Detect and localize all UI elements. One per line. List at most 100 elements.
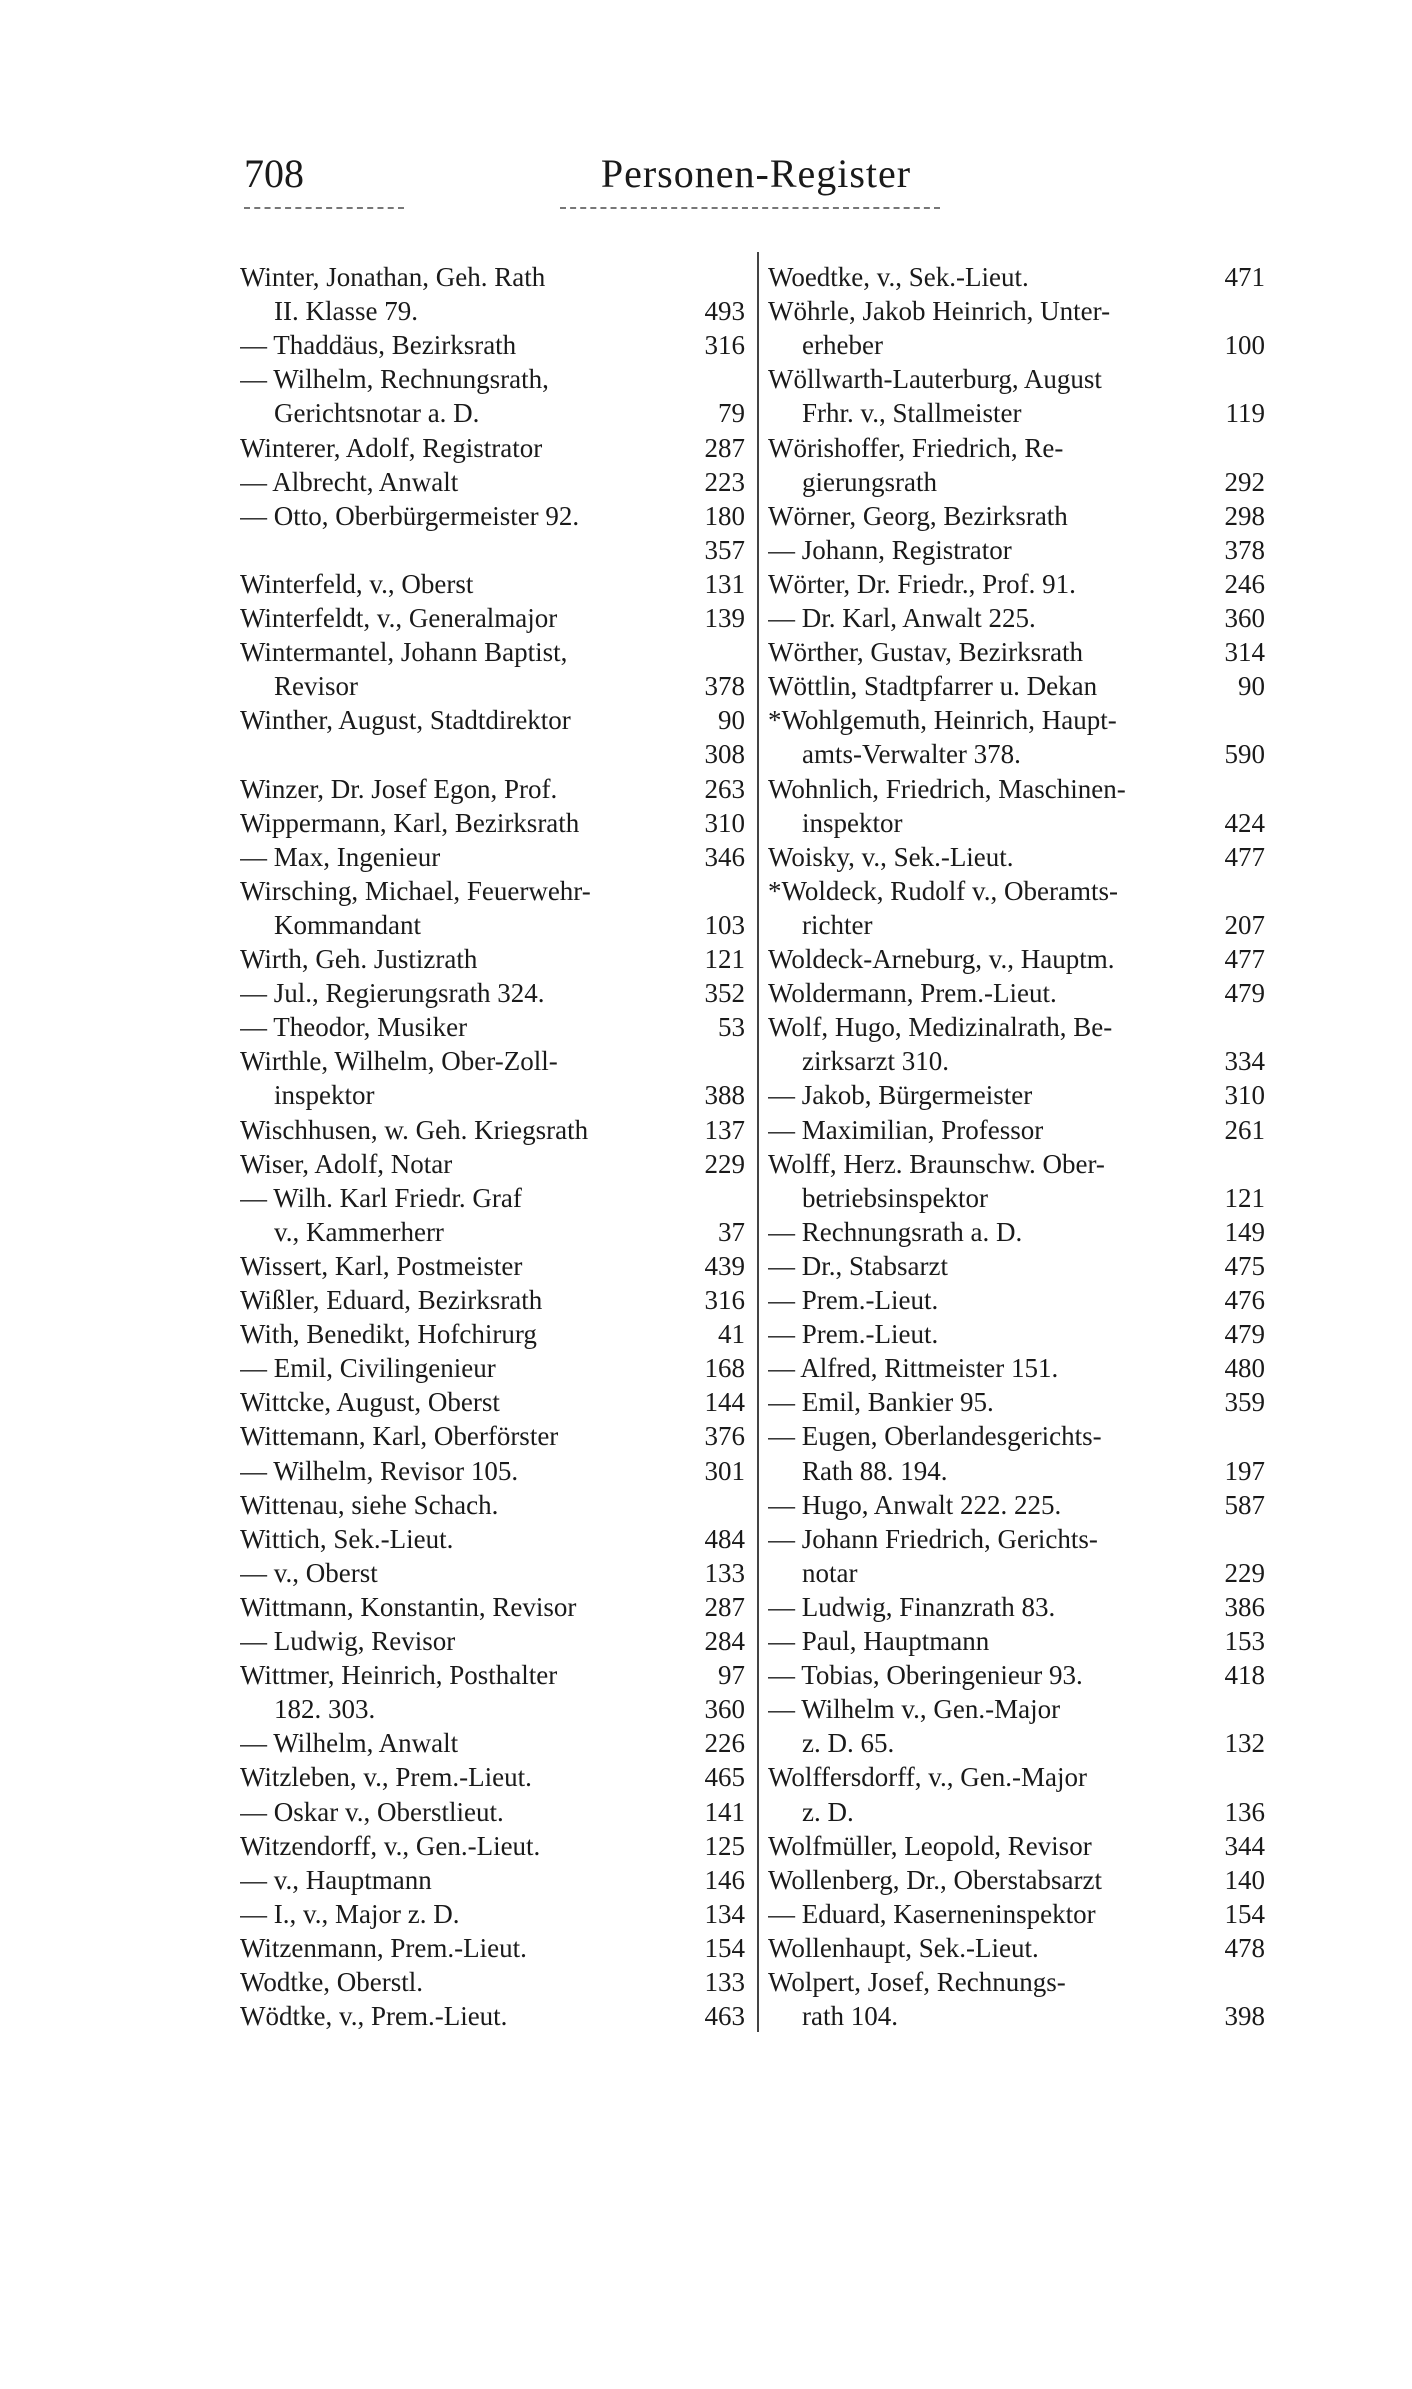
entry-text: Wörishoffer, Friedrich, Re- <box>768 432 1064 463</box>
header-rule <box>244 207 404 209</box>
page-ref: 79 <box>718 398 745 429</box>
page-ref: 439 <box>704 1250 746 1281</box>
index-line: richter 207 <box>768 908 1265 942</box>
page-ref: 378 <box>1224 534 1266 565</box>
entry-text: Wirthle, Wilhelm, Ober-Zoll- <box>240 1046 558 1077</box>
index-line: — Prem.-Lieut. 479 <box>768 1317 1265 1351</box>
page-ref: 398 <box>1224 2001 1266 2032</box>
index-line: — Oskar v., Oberstlieut. 141 <box>240 1795 745 1829</box>
page-ref: 352 <box>704 978 746 1009</box>
page-ref: 418 <box>1224 1660 1266 1691</box>
index-line: inspektor 424 <box>768 806 1265 840</box>
page-ref: 125 <box>704 1830 746 1861</box>
index-line: — Prem.-Lieut. 476 <box>768 1283 1265 1317</box>
entry-text: — Ludwig, Revisor <box>240 1626 456 1656</box>
entry-text: Wöhrle, Jakob Heinrich, Unter- <box>768 296 1111 327</box>
index-line: — v., Oberst 133 <box>240 1556 745 1590</box>
entry-text: Witzleben, v., Prem.-Lieut. <box>240 1762 532 1793</box>
page-number: 708 <box>244 151 304 196</box>
entry-text: Wittemann, Karl, Oberförster <box>240 1421 559 1452</box>
index-line: Wirth, Geh. Justizrath 121 <box>240 942 745 976</box>
index-line: — Johann, Registrator 378 <box>768 533 1265 567</box>
page-ref: 140 <box>1224 1864 1266 1895</box>
index-line: — Albrecht, Anwalt 223 <box>240 465 745 499</box>
entry-text: — Wilhelm, Rechnungsrath, <box>240 364 549 395</box>
entry-text: Wollenhaupt, Sek.-Lieut. <box>768 1932 1039 1963</box>
page-ref: 226 <box>704 1728 746 1759</box>
column-divider <box>757 252 759 2032</box>
index-line: Wohnlich, Friedrich, Maschinen- <box>768 772 1265 806</box>
index-line: — Tobias, Oberingenieur 93. 418 <box>768 1658 1265 1692</box>
page-ref: 154 <box>704 1932 746 1963</box>
page-ref: 465 <box>704 1762 746 1793</box>
index-line: notar 229 <box>768 1556 1265 1590</box>
index-line: Wörter, Dr. Friedr., Prof. 91. 246 <box>768 567 1265 601</box>
entry-text: — Rechnungsrath a. D. <box>768 1216 1023 1247</box>
index-line: Witzendorff, v., Gen.-Lieut. 125 <box>240 1829 745 1863</box>
entry-text: *Wohlgemuth, Heinrich, Haupt- <box>768 705 1117 736</box>
entry-text: z. D. 65. <box>802 1728 895 1759</box>
page-ref: 292 <box>1224 466 1266 497</box>
entry-text: Winterfeld, v., Oberst <box>240 568 474 599</box>
page-ref: 229 <box>1224 1557 1266 1588</box>
index-line: z. D. 65. 132 <box>768 1726 1265 1760</box>
index-line: Winter, Jonathan, Geh. Rath <box>240 260 745 294</box>
index-line: Wirthle, Wilhelm, Ober-Zoll- <box>240 1044 745 1078</box>
index-line: — Johann Friedrich, Gerichts- <box>768 1522 1265 1556</box>
page-ref: 471 <box>1224 262 1266 292</box>
entry-text: inspektor <box>802 807 903 838</box>
index-line: — Eugen, Oberlandesgerichts- <box>768 1419 1265 1453</box>
entry-text: Woldeck-Arneburg, v., Hauptm. <box>768 944 1115 974</box>
entry-text: Gerichtsnotar a. D. <box>274 398 480 429</box>
page-ref: 479 <box>1224 978 1266 1009</box>
page-ref: 316 <box>704 1285 746 1315</box>
page-ref: 310 <box>1224 1080 1266 1111</box>
entry-text: richter <box>802 909 873 940</box>
entry-text: Wippermann, Karl, Bezirksrath <box>240 807 580 838</box>
index-line: Kommandant 103 <box>240 908 745 942</box>
entry-text: — v., Hauptmann <box>240 1864 432 1895</box>
entry-text: — Prem.-Lieut. <box>768 1285 939 1315</box>
index-line: Wolff, Herz. Braunschw. Ober- <box>768 1147 1265 1181</box>
page-ref: 53 <box>718 1012 745 1043</box>
page-ref: 119 <box>1225 398 1266 429</box>
page-ref: 197 <box>1224 1455 1266 1486</box>
index-line: — Wilhelm v., Gen.-Major <box>768 1692 1265 1726</box>
entry-text: — Tobias, Oberingenieur 93. <box>768 1660 1083 1691</box>
index-line: Wirsching, Michael, Feuerwehr- <box>240 874 745 908</box>
entry-text: Frhr. v., Stallmeister <box>802 398 1022 429</box>
index-line: Witzleben, v., Prem.-Lieut. 465 <box>240 1760 745 1794</box>
entry-text: Wöllwarth-Lauterburg, August <box>768 364 1102 395</box>
entry-text: *Woldeck, Rudolf v., Oberamts- <box>768 875 1118 906</box>
entry-text: — Eduard, Kaserneninspektor <box>768 1898 1096 1929</box>
index-line: — Jakob, Bürgermeister 310 <box>768 1078 1265 1112</box>
page-ref: 137 <box>704 1114 746 1145</box>
entry-text: — Theodor, Musiker <box>240 1012 468 1043</box>
page-ref: 97 <box>718 1660 745 1691</box>
page-ref: 153 <box>1224 1626 1266 1656</box>
entry-text: Woisky, v., Sek.-Lieut. <box>768 841 1014 872</box>
index-line: — Emil, Civilingenieur 168 <box>240 1351 745 1385</box>
entry-text: v., Kammerherr <box>274 1216 444 1247</box>
index-line: — Wilh. Karl Friedr. Graf <box>240 1181 745 1215</box>
index-line: betriebsinspektor 121 <box>768 1181 1265 1215</box>
index-line: — Hugo, Anwalt 222. 225. 587 <box>768 1488 1265 1522</box>
index-line: Gerichtsnotar a. D. 79 <box>240 396 745 430</box>
entry-text: notar <box>802 1557 858 1588</box>
index-line: Wintermantel, Johann Baptist, <box>240 635 745 669</box>
entry-text: Wolf, Hugo, Medizinalrath, Be- <box>768 1012 1113 1043</box>
page-ref: 263 <box>704 773 746 804</box>
entry-text: Wolffersdorff, v., Gen.-Major <box>768 1762 1087 1793</box>
index-line: Wöllwarth-Lauterburg, August <box>768 362 1265 396</box>
index-line: z. D. 136 <box>768 1795 1265 1829</box>
entry-text: — Dr. Karl, Anwalt 225. <box>768 603 1036 633</box>
index-line: gierungsrath 292 <box>768 465 1265 499</box>
page-ref: 90 <box>718 705 745 736</box>
index-line: Winther, August, Stadtdirektor 90 <box>240 703 745 737</box>
index-line: Wittemann, Karl, Oberförster 376 <box>240 1419 745 1453</box>
page-ref: 484 <box>704 1523 746 1554</box>
index-line: — Dr., Stabsarzt 475 <box>768 1249 1265 1283</box>
page-ref: 376 <box>704 1421 746 1452</box>
index-line: Wißler, Eduard, Bezirksrath 316 <box>240 1283 745 1317</box>
index-line: *Wohlgemuth, Heinrich, Haupt- <box>768 703 1265 737</box>
